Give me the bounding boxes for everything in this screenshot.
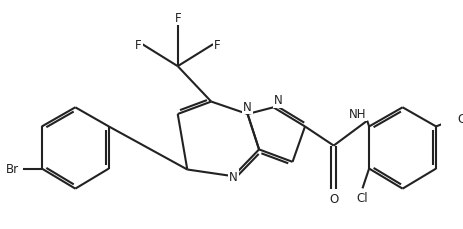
Text: N: N [243, 101, 251, 114]
Text: F: F [174, 12, 181, 25]
Text: Cl: Cl [356, 191, 368, 204]
Text: NH: NH [348, 107, 365, 120]
Text: N: N [228, 170, 237, 183]
Text: Br: Br [6, 162, 19, 175]
Text: Cl: Cl [457, 112, 463, 125]
Text: F: F [135, 38, 141, 52]
Text: N: N [274, 94, 282, 107]
Text: F: F [213, 38, 220, 52]
Text: O: O [328, 192, 338, 205]
